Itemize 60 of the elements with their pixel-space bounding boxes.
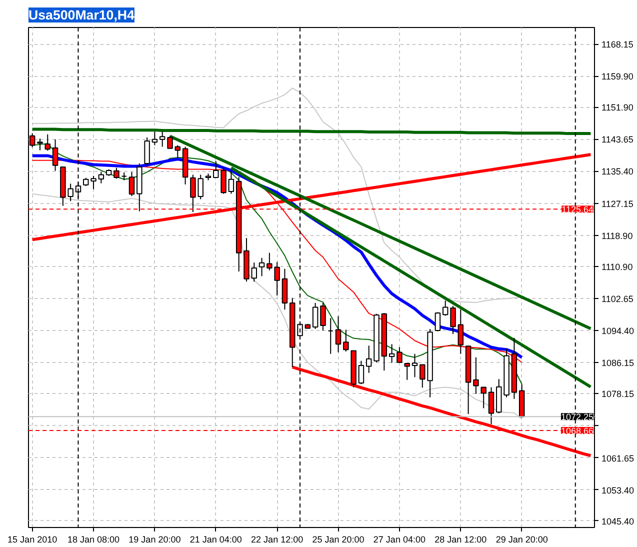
candlestick: [412, 353, 418, 378]
y-tick-label: 1127.15: [602, 198, 634, 209]
candlestick: [320, 302, 326, 332]
y-tick-label: 1151.90: [602, 102, 634, 113]
candlestick: [114, 167, 120, 180]
candlestick: [366, 345, 372, 374]
candlestick: [37, 138, 43, 151]
y-tick-label: 1168.15: [602, 40, 634, 50]
candlestick: [343, 329, 349, 352]
candlestick: [358, 360, 364, 385]
x-tick-label: 15 Jan 2010: [8, 534, 58, 544]
candlestick: [335, 316, 342, 353]
candlestick: [98, 172, 104, 184]
y-tick-label: 1061.65: [602, 453, 634, 464]
y-tick-label: 1086.15: [602, 358, 634, 368]
y-tick-label: 1078.15: [602, 389, 634, 400]
candlestick: [90, 175, 96, 190]
candlestick: [388, 344, 395, 364]
y-tick-label: 1053.40: [602, 485, 634, 496]
x-tick-label: 25 Jan 20:00: [312, 534, 364, 544]
candlestick: [44, 134, 50, 152]
candlestick: [450, 306, 456, 335]
candlestick: [128, 172, 135, 197]
candlestick: [258, 257, 265, 277]
candlestick: [174, 144, 181, 158]
candlestick: [228, 170, 234, 194]
y-tick-label: 1118.90: [602, 230, 633, 241]
candlestick: [458, 309, 464, 354]
x-tick-label: 22 Jan 12:00: [251, 534, 304, 544]
y-tick-label: 1110.90: [602, 262, 633, 272]
candlestick: [434, 312, 441, 332]
candlestick: [488, 386, 494, 425]
candlestick: [152, 131, 158, 146]
y-tick-label: 1135.40: [602, 166, 634, 177]
candlestick: [480, 386, 486, 409]
x-tick-label: 21 Jan 04:00: [190, 534, 242, 544]
x-tick-label: 18 Jan 08:00: [67, 534, 120, 544]
candlestick: [159, 131, 166, 148]
y-tick-label: 1143.65: [602, 134, 634, 145]
x-tick-label: 27 Jan 04:00: [373, 534, 426, 544]
candlestick: [144, 136, 150, 166]
y-tick-label: 1094.40: [602, 326, 634, 336]
ref-line-label: 1068.66: [560, 426, 594, 436]
x-tick-label: 29 Jan 20:00: [496, 534, 548, 544]
x-tick-label: 28 Jan 12:00: [434, 534, 487, 544]
candlestick: [251, 262, 258, 282]
x-tick-label: 19 Jan 20:00: [128, 534, 181, 544]
candlestick: [442, 300, 448, 316]
y-tick-label: 1045.40: [602, 516, 634, 526]
y-tick-label: 1102.65: [602, 294, 634, 304]
candlestick: [396, 346, 402, 364]
candlestick: [473, 356, 479, 394]
y-tick-label: 1159.90: [602, 72, 634, 82]
candlestick: [404, 363, 410, 380]
candlestick: [167, 135, 173, 149]
candlestick: [328, 318, 334, 354]
ref-line-label: 1125.64: [562, 204, 594, 215]
chart-title: Usa500Mar10,H4: [28, 8, 136, 22]
ref-line-label: 1072.25: [560, 412, 594, 422]
candlestick: [312, 302, 318, 330]
